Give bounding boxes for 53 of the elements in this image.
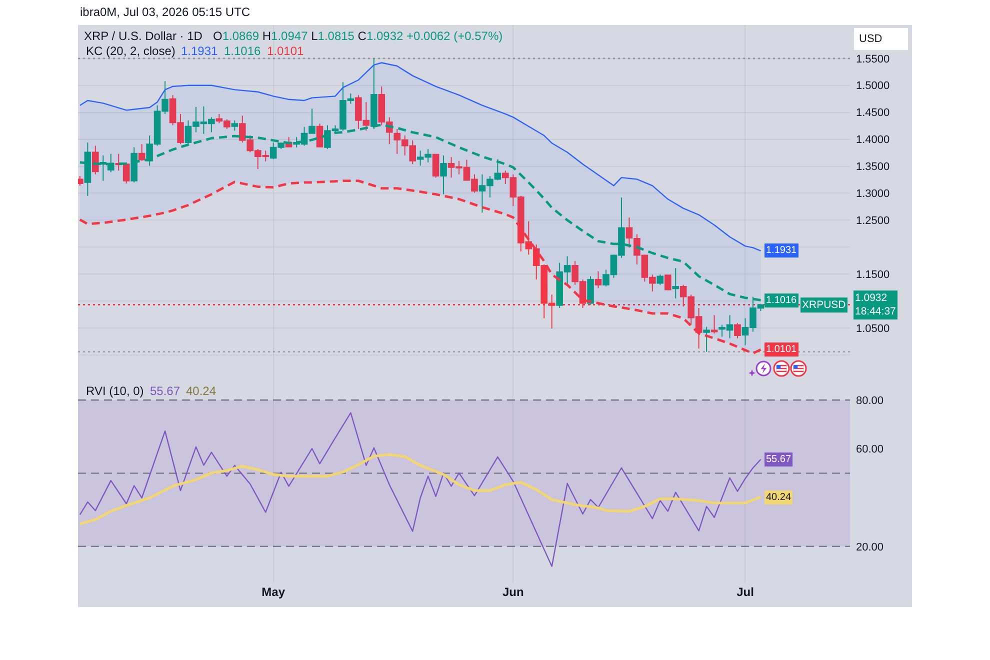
y-tick-label: 1.4000: [856, 134, 890, 146]
y-tick-label: 1.4500: [856, 107, 890, 120]
y-tick-label: 60.00: [856, 444, 884, 456]
candlestick: [316, 123, 324, 148]
y-tick-label: 1.5000: [856, 80, 890, 92]
y-tick-label: 1.0500: [856, 322, 890, 335]
data-label: 40.24: [766, 492, 792, 503]
y-tick-label: 1.2500: [856, 215, 890, 228]
candlestick: [100, 154, 107, 182]
data-label: 1.1931: [766, 245, 798, 256]
y-tick-label: 80.00: [856, 394, 884, 407]
text: 1.0101: [267, 44, 304, 58]
data-label: 55.67: [766, 454, 792, 465]
candlestick: [672, 268, 680, 299]
candlestick: [734, 322, 741, 339]
text: 1.1931: [181, 44, 218, 58]
text: 55.67: [150, 384, 180, 398]
text: O1.0869 H1.0947 L1.0815 C1.0932 +0.0062 (+0.57%): [213, 29, 503, 43]
x-tick-label: Jul: [736, 585, 754, 599]
y-tick-label: 20.00: [856, 541, 884, 554]
text: ibra0M, Jul 03, 2026 05:15 UTC: [80, 5, 250, 19]
candlestick: [440, 154, 447, 195]
y-axis-title: USD: [859, 33, 882, 45]
candlestick: [710, 314, 718, 334]
candlestick: [703, 326, 710, 352]
ref-line-label: XRPUSD: [802, 299, 846, 311]
candlestick: [130, 146, 138, 183]
legend-title: RVI (10, 0): [86, 384, 144, 398]
line-series: [79, 62, 762, 252]
line-series: [79, 412, 762, 568]
y-tick-label: 1.5500: [856, 53, 890, 66]
x-tick-label: May: [262, 585, 286, 599]
text: 1.0932 18:44:37: [855, 292, 896, 318]
data-label: 1.1016: [766, 295, 798, 306]
y-tick-label: 1.3000: [856, 188, 890, 200]
text: 40.24: [186, 384, 216, 398]
candlestick: [84, 142, 92, 196]
candlestick: [231, 120, 238, 132]
candlestick: [92, 145, 99, 175]
y-tick-label: 1.1500: [856, 268, 890, 281]
candlestick: [664, 274, 672, 290]
candlestick: [587, 276, 594, 306]
candlestick: [594, 270, 602, 289]
data-label: 1.0101: [766, 344, 798, 355]
line-series: [78, 453, 762, 526]
legend-title: KC (20, 2, close): [86, 44, 176, 58]
candlestick: [656, 274, 664, 286]
x-tick-label: Jun: [502, 585, 524, 599]
y-tick-label: 1.3500: [856, 161, 890, 174]
chart-title: XRP / U.S. Dollar · 1D: [84, 29, 203, 44]
text: 1.1016: [224, 44, 261, 58]
candlestick: [432, 153, 440, 178]
candlestick: [138, 144, 146, 162]
